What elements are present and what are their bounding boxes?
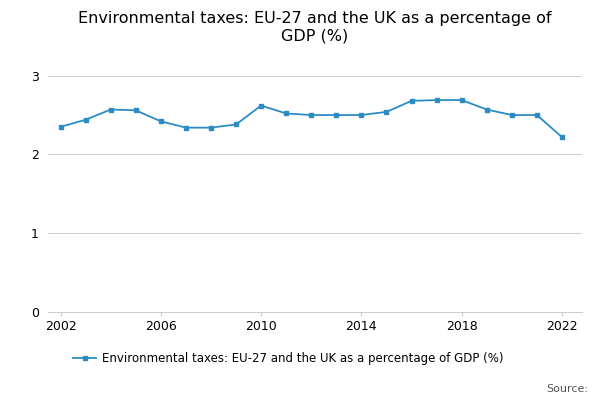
Text: Source:: Source: (546, 384, 588, 394)
Title: Environmental taxes: EU-27 and the UK as a percentage of
GDP (%): Environmental taxes: EU-27 and the UK as… (78, 12, 552, 44)
Legend: Environmental taxes: EU-27 and the UK as a percentage of GDP (%): Environmental taxes: EU-27 and the UK as… (73, 352, 504, 365)
